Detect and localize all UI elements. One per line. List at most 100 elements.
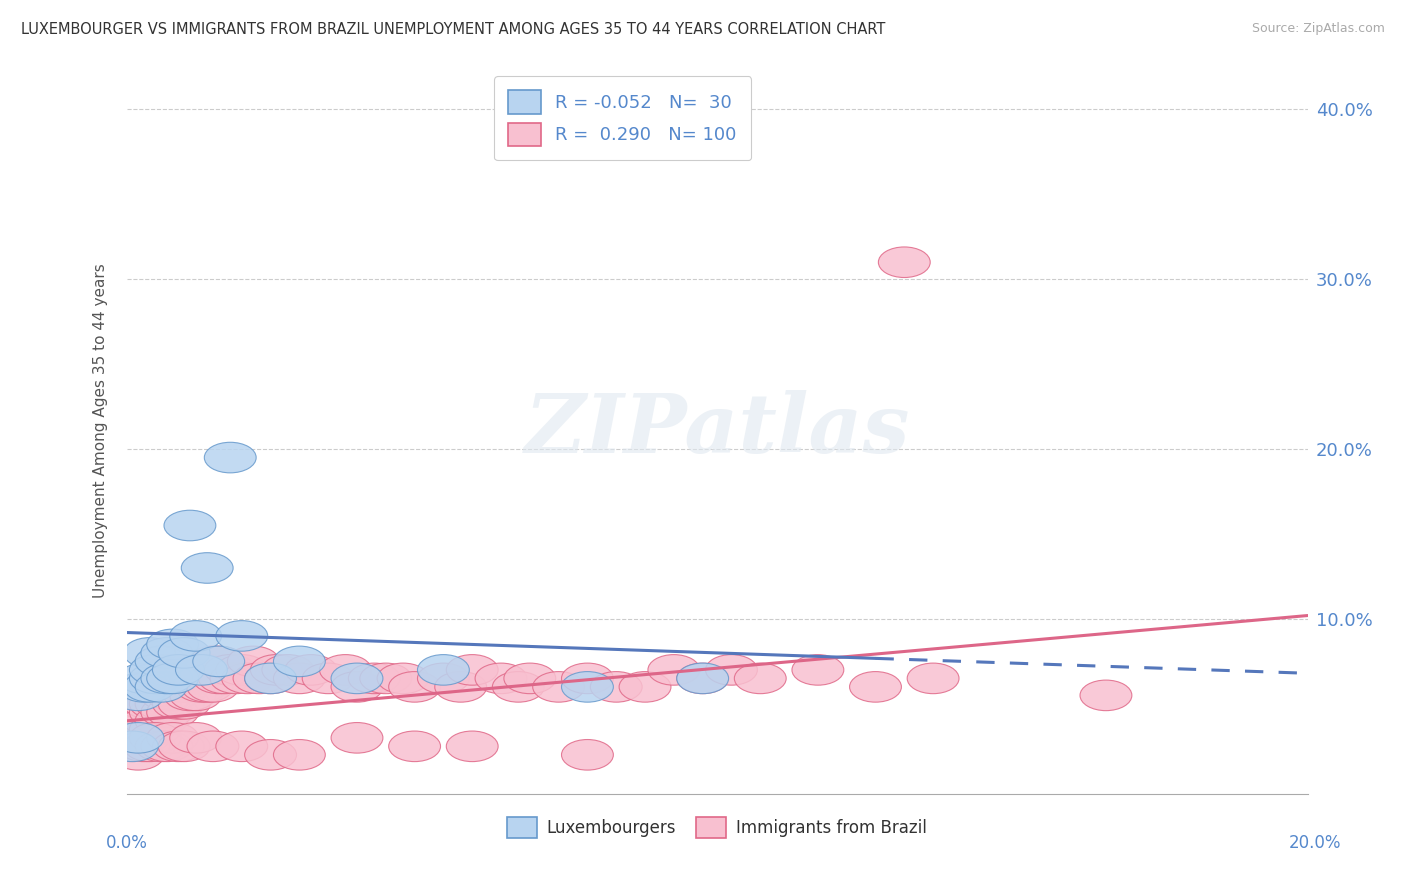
Ellipse shape — [475, 663, 527, 694]
Ellipse shape — [648, 655, 700, 685]
Ellipse shape — [217, 621, 267, 651]
Ellipse shape — [561, 663, 613, 694]
Ellipse shape — [792, 655, 844, 685]
Ellipse shape — [118, 663, 170, 694]
Ellipse shape — [129, 663, 181, 694]
Ellipse shape — [112, 739, 165, 770]
Ellipse shape — [146, 655, 198, 685]
Ellipse shape — [217, 655, 267, 685]
Ellipse shape — [129, 655, 181, 685]
Ellipse shape — [204, 442, 256, 473]
Ellipse shape — [152, 672, 204, 702]
Ellipse shape — [273, 739, 325, 770]
Ellipse shape — [561, 672, 613, 702]
Ellipse shape — [228, 646, 280, 677]
Ellipse shape — [165, 663, 217, 694]
Ellipse shape — [187, 672, 239, 702]
Ellipse shape — [152, 689, 204, 719]
Ellipse shape — [330, 672, 382, 702]
Ellipse shape — [619, 672, 671, 702]
Ellipse shape — [124, 706, 176, 736]
Ellipse shape — [187, 646, 239, 677]
Ellipse shape — [146, 629, 198, 660]
Ellipse shape — [676, 663, 728, 694]
Ellipse shape — [217, 731, 267, 762]
Ellipse shape — [176, 655, 228, 685]
Ellipse shape — [285, 655, 337, 685]
Ellipse shape — [1080, 680, 1132, 711]
Ellipse shape — [388, 731, 440, 762]
Ellipse shape — [135, 672, 187, 702]
Ellipse shape — [159, 731, 209, 762]
Ellipse shape — [129, 672, 181, 702]
Ellipse shape — [129, 689, 181, 719]
Ellipse shape — [112, 697, 165, 728]
Ellipse shape — [446, 655, 498, 685]
Ellipse shape — [418, 663, 470, 694]
Ellipse shape — [319, 655, 371, 685]
Ellipse shape — [159, 672, 209, 702]
Ellipse shape — [591, 672, 643, 702]
Ellipse shape — [141, 697, 193, 728]
Ellipse shape — [181, 655, 233, 685]
Ellipse shape — [273, 646, 325, 677]
Ellipse shape — [360, 663, 412, 694]
Ellipse shape — [193, 646, 245, 677]
Ellipse shape — [124, 714, 176, 745]
Ellipse shape — [107, 731, 159, 762]
Ellipse shape — [124, 672, 176, 702]
Legend: Luxembourgers, Immigrants from Brazil: Luxembourgers, Immigrants from Brazil — [501, 811, 934, 845]
Text: 0.0%: 0.0% — [105, 834, 148, 852]
Ellipse shape — [561, 739, 613, 770]
Ellipse shape — [170, 680, 222, 711]
Ellipse shape — [676, 663, 728, 694]
Ellipse shape — [233, 663, 285, 694]
Ellipse shape — [141, 638, 193, 668]
Ellipse shape — [209, 663, 262, 694]
Ellipse shape — [193, 663, 245, 694]
Ellipse shape — [273, 663, 325, 694]
Ellipse shape — [734, 663, 786, 694]
Ellipse shape — [165, 680, 217, 711]
Ellipse shape — [330, 723, 382, 753]
Ellipse shape — [129, 723, 181, 753]
Ellipse shape — [135, 646, 187, 677]
Ellipse shape — [204, 655, 256, 685]
Ellipse shape — [146, 697, 198, 728]
Ellipse shape — [181, 553, 233, 583]
Ellipse shape — [222, 663, 273, 694]
Ellipse shape — [159, 689, 209, 719]
Ellipse shape — [152, 731, 204, 762]
Ellipse shape — [124, 689, 176, 719]
Ellipse shape — [159, 638, 209, 668]
Ellipse shape — [152, 655, 204, 685]
Ellipse shape — [118, 731, 170, 762]
Ellipse shape — [446, 731, 498, 762]
Ellipse shape — [165, 510, 217, 541]
Text: Source: ZipAtlas.com: Source: ZipAtlas.com — [1251, 22, 1385, 36]
Ellipse shape — [118, 689, 170, 719]
Y-axis label: Unemployment Among Ages 35 to 44 years: Unemployment Among Ages 35 to 44 years — [93, 263, 108, 598]
Ellipse shape — [146, 680, 198, 711]
Ellipse shape — [170, 723, 222, 753]
Ellipse shape — [706, 655, 758, 685]
Ellipse shape — [302, 663, 354, 694]
Ellipse shape — [129, 714, 181, 745]
Ellipse shape — [907, 663, 959, 694]
Ellipse shape — [503, 663, 555, 694]
Ellipse shape — [418, 655, 470, 685]
Ellipse shape — [107, 714, 159, 745]
Ellipse shape — [176, 672, 228, 702]
Ellipse shape — [112, 680, 165, 711]
Ellipse shape — [135, 731, 187, 762]
Ellipse shape — [245, 739, 297, 770]
Ellipse shape — [107, 706, 159, 736]
Ellipse shape — [434, 672, 486, 702]
Ellipse shape — [849, 672, 901, 702]
Ellipse shape — [135, 672, 187, 702]
Ellipse shape — [245, 663, 297, 694]
Ellipse shape — [118, 697, 170, 728]
Ellipse shape — [176, 655, 228, 685]
Ellipse shape — [330, 663, 382, 694]
Ellipse shape — [141, 663, 193, 694]
